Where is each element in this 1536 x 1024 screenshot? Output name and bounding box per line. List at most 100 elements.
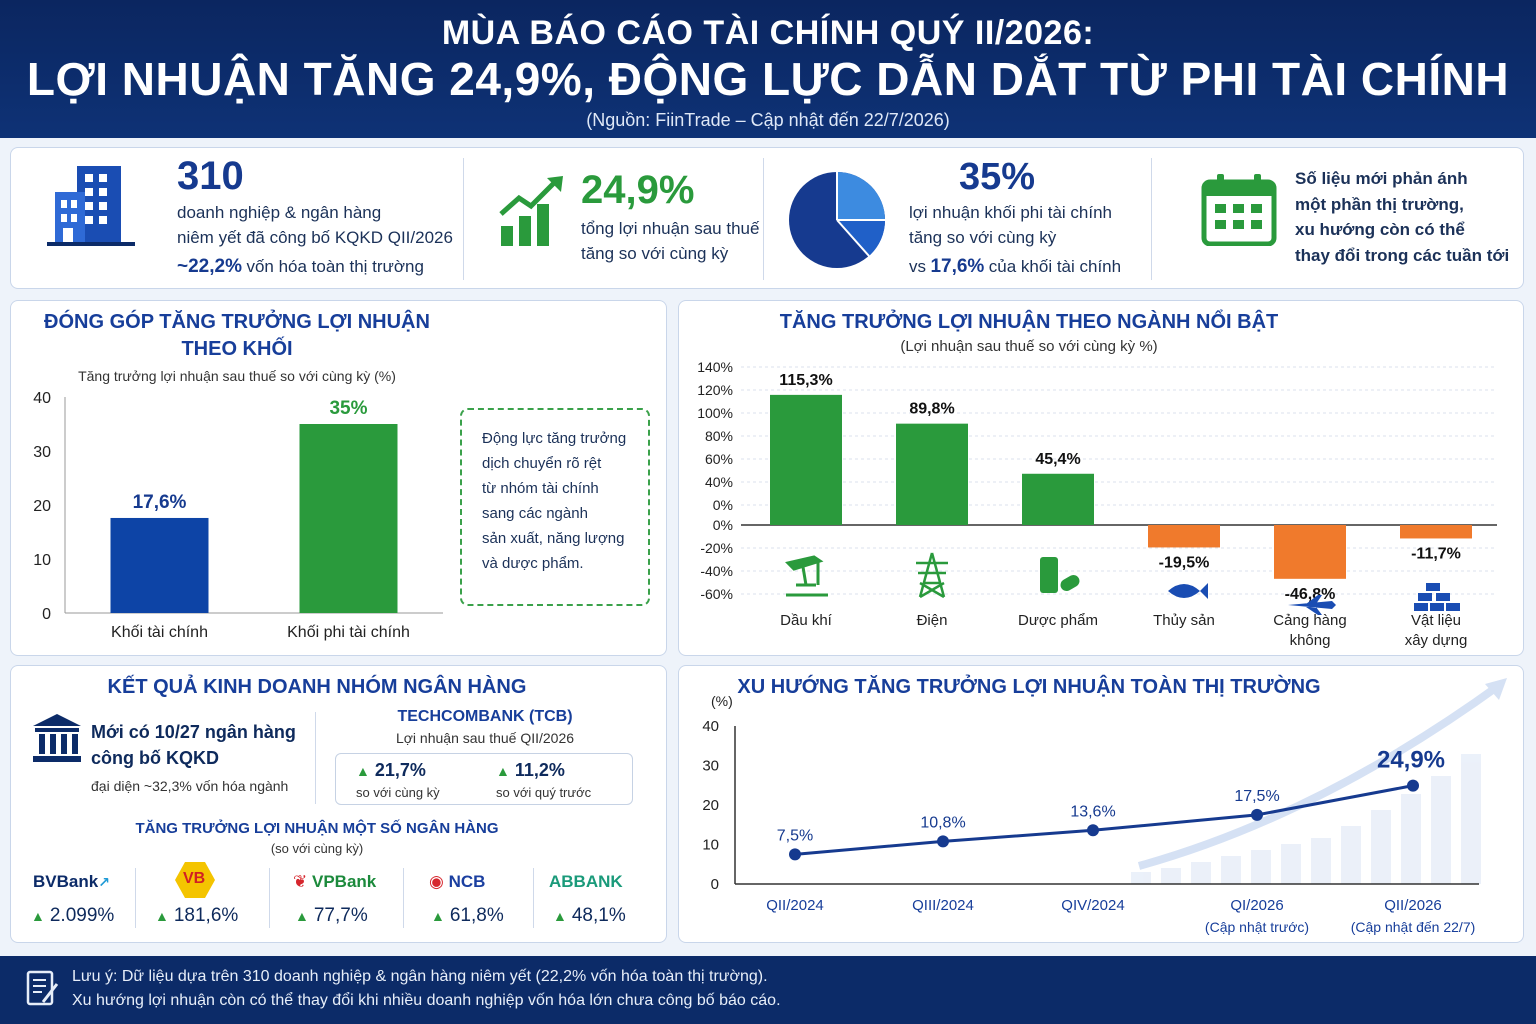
y-tick-label: 10 <box>33 552 51 569</box>
pie-chart-icon <box>789 172 886 268</box>
stat-nonfinance-pct: 17,6% <box>930 256 985 277</box>
block-panel-title-2: THEO KHỐI <box>181 338 293 360</box>
decorative-bar <box>1221 856 1241 884</box>
growth-chart-icon <box>499 176 563 246</box>
oil-pump-icon <box>785 555 828 597</box>
y-tick-label: 10 <box>702 837 719 854</box>
bar-value-label: 115,3% <box>779 372 832 389</box>
power-tower-shape <box>916 552 948 599</box>
y-tick-label: 20 <box>702 797 719 814</box>
building-icon <box>47 166 135 246</box>
y-axis-label: (%) <box>711 693 733 709</box>
bar <box>1148 525 1220 548</box>
bvbank-growth: ▲ 2.099% <box>31 905 114 927</box>
bar <box>1022 473 1094 525</box>
stat-disclaimer-line2: một phần thị trường, <box>1295 194 1464 214</box>
up-triangle-icon: ▲ <box>295 908 309 924</box>
bar-value-label: 17,6% <box>133 492 187 513</box>
x-tick-label: QIV/2024 <box>1061 897 1124 914</box>
bar-value-label: 89,8% <box>909 401 954 418</box>
x-tick-label: Điện <box>917 612 948 629</box>
stat-companies-value: 310 <box>177 154 244 198</box>
source-note: (Nguồn: FiinTrade – Cập nhật đến 22/7/20… <box>586 110 950 130</box>
x-tick-label: Dược phẩm <box>1018 612 1098 629</box>
decorative-bar <box>1311 838 1331 884</box>
footer-line-1: Lưu ý: Dữ liệu dựa trên 310 doanh nghiệp… <box>72 968 768 985</box>
divider <box>533 868 534 928</box>
calendar-icon <box>1201 174 1277 246</box>
stat-disclaimer: Số liệu mới phản ánh một phần thị trường… <box>1201 148 1521 290</box>
x-tick-label: QI/2026 <box>1230 897 1283 914</box>
y-tick-label: 40% <box>705 474 733 490</box>
x-tick-label: Cảng hàng <box>1273 612 1346 629</box>
y-tick-label: 0 <box>711 876 719 893</box>
tcb-yoy-value: 21,7% <box>374 760 426 780</box>
footer: Lưu ý: Dữ liệu dựa trên 310 doanh nghiệp… <box>0 956 1536 1024</box>
decorative-bar <box>1341 826 1361 884</box>
x-tick-label: QII/2024 <box>766 897 824 914</box>
title-line-2: LỢI NHUẬN TĂNG 24,9%, ĐỘNG LỰC DẪN DẮT T… <box>26 53 1510 105</box>
y-tick-label: 60% <box>705 451 733 467</box>
x-tick-label: Thủy sản <box>1153 612 1215 629</box>
bar <box>1274 525 1346 579</box>
sector-panel: TĂNG TRƯỞNG LỢI NHUẬN THEO NGÀNH NỔI BẬT… <box>678 300 1524 656</box>
trend-chart: (%) 0 10 20 30 40 7,5% QII/2024 10,8% QIII/2024 13… <box>702 678 1507 935</box>
pills-icon <box>1040 557 1080 593</box>
bank-growth-title: TĂNG TRƯỞNG LỢI NHUẬN MỘT SỐ NGÂN HÀNG <box>135 820 499 837</box>
stat-companies-line1: doanh nghiệp & ngân hàng <box>177 203 382 222</box>
up-triangle-icon: ▲ <box>155 908 169 924</box>
block-chart: 0 10 20 30 40 17,6% Khối tài chính 35% Khối phi … <box>33 390 443 641</box>
vpbank-growth-value: 77,7% <box>313 905 368 926</box>
vb-logo: VB <box>175 862 215 898</box>
decorative-bar <box>1161 868 1181 884</box>
block-note-line: sang các ngành <box>482 505 588 522</box>
stat-companies: 310 doanh nghiệp & ngân hàng niêm yết đã… <box>47 148 467 290</box>
data-label: 7,5% <box>777 827 813 844</box>
y-tick-label: 20 <box>33 498 51 515</box>
data-point <box>1251 808 1263 821</box>
divider <box>763 158 764 280</box>
decorative-arrow-head <box>1485 678 1507 700</box>
decorative-bar <box>1191 862 1211 884</box>
vpbank-name: VPBank <box>311 872 377 891</box>
block-note-box: Động lực tăng trưởng dịch chuyển rõ rệt … <box>460 408 650 606</box>
ncb-name: NCB <box>448 872 486 891</box>
abbank-name: ABBANK <box>549 872 623 891</box>
block-note-line: dịch chuyển rõ rệt <box>482 455 602 472</box>
y-tick-label: -40% <box>700 563 733 579</box>
stat-disclaimer-text: Số liệu mới phản ánh một phần thị trường… <box>1295 166 1509 268</box>
decorative-bar <box>1431 776 1451 884</box>
x-tick-note: (Cập nhật đến 22/7) <box>1351 919 1476 935</box>
sector-panel-subtitle: (Lợi nhuận sau thuế so với cùng kỳ %) <box>900 338 1158 355</box>
tcb-title: TECHCOMBANK (TCB) <box>397 708 573 725</box>
decorative-bar <box>1371 810 1391 884</box>
brick <box>1430 603 1444 611</box>
airplane-icon <box>1288 595 1336 615</box>
capsule-shape <box>1060 575 1080 591</box>
divider <box>315 712 316 804</box>
stat-profit-growth-line1: tổng lợi nhuận sau thuế <box>581 219 760 238</box>
stat-nonfinance-line3-row: vs 17,6% của khối tài chính <box>909 254 1121 279</box>
bricks-icon <box>1414 583 1460 611</box>
y-tick-label: 30 <box>33 444 51 461</box>
divider <box>403 868 404 928</box>
x-tick-label: QII/2026 <box>1384 897 1442 914</box>
vpbank-logo: ❦ VPBank <box>293 872 376 892</box>
oil-pump-shape <box>785 555 828 597</box>
y-tick-label: 100% <box>697 405 733 421</box>
decorative-bar <box>1461 754 1481 884</box>
bank-panel-title: KẾT QUẢ KINH DOANH NHÓM NGÂN HÀNG <box>107 676 527 698</box>
fish-icon <box>1168 583 1208 599</box>
up-triangle-icon: ▲ <box>356 763 370 779</box>
y-tick-label: -60% <box>700 586 733 602</box>
block-note-line: sản xuất, năng lượng <box>482 530 625 547</box>
brick <box>1436 593 1450 601</box>
brick <box>1418 593 1432 601</box>
power-tower-icon <box>916 552 948 599</box>
trend-panel-title: XU HƯỚNG TĂNG TRƯỞNG LỢI NHUẬN TOÀN THỊ … <box>737 676 1321 698</box>
data-point <box>1407 779 1419 792</box>
tcb-qoq-label: so với quý trước <box>496 785 592 800</box>
data-label: 17,5% <box>1234 788 1279 805</box>
divider <box>269 868 270 928</box>
brick <box>1446 603 1460 611</box>
